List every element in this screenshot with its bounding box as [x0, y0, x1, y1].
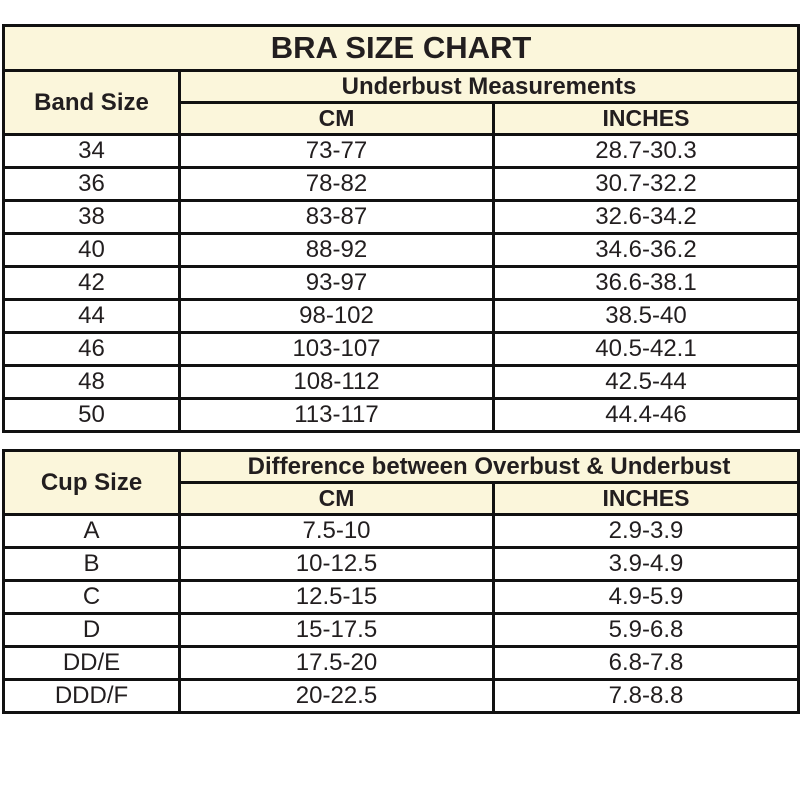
cm-range-value: 20-22.5 [178, 678, 495, 714]
cm-range-value: 113-117 [178, 397, 495, 433]
cup-size-value: B [2, 546, 181, 582]
band-size-value: 34 [2, 133, 181, 169]
cm-range-value: 73-77 [178, 133, 495, 169]
inches-range-value: 38.5-40 [492, 298, 800, 334]
cm-range-value: 15-17.5 [178, 612, 495, 648]
table-row: D 15-17.5 5.9-6.8 [2, 612, 800, 648]
band-table-group-header-row: Band Size Underbust Measurements [2, 69, 800, 136]
inches-range-value: 4.9-5.9 [491, 579, 800, 615]
table-row: B 10-12.5 3.9-4.9 [2, 546, 800, 582]
band-size-value: 38 [2, 199, 181, 235]
band-cm-header: CM [178, 101, 495, 136]
cup-size-value: A [2, 513, 181, 549]
band-size-table: BRA SIZE CHART Band Size Underbust Measu… [2, 24, 800, 433]
inches-range-value: 6.8-7.8 [491, 645, 800, 681]
inches-range-value: 7.8-8.8 [491, 678, 800, 714]
table-row: 40 88-92 34.6-36.2 [2, 232, 800, 268]
cup-cm-header: CM [178, 481, 495, 516]
table-row: C 12.5-15 4.9-5.9 [2, 579, 800, 615]
cup-size-header: Cup Size [2, 449, 181, 516]
cm-range-value: 103-107 [178, 331, 495, 367]
band-size-header: Band Size [2, 69, 181, 136]
cm-range-value: 10-12.5 [178, 546, 495, 582]
table-row: 46 103-107 40.5-42.1 [2, 331, 800, 367]
band-size-value: 46 [2, 331, 181, 367]
table-row: 36 78-82 30.7-32.2 [2, 166, 800, 202]
band-size-value: 50 [2, 397, 181, 433]
table-row: DDD/F 20-22.5 7.8-8.8 [2, 678, 800, 714]
page-title: BRA SIZE CHART [2, 24, 800, 72]
cm-range-value: 17.5-20 [178, 645, 495, 681]
inches-range-value: 40.5-42.1 [492, 331, 800, 367]
inches-range-value: 3.9-4.9 [491, 546, 800, 582]
cup-size-value: DDD/F [2, 678, 181, 714]
cup-size-value: C [2, 579, 181, 615]
inches-range-value: 5.9-6.8 [491, 612, 800, 648]
table-row: 42 93-97 36.6-38.1 [2, 265, 800, 301]
table-row: 50 113-117 44.4-46 [2, 397, 800, 433]
inches-range-value: 44.4-46 [492, 397, 800, 433]
table-row: 44 98-102 38.5-40 [2, 298, 800, 334]
inches-range-value: 34.6-36.2 [492, 232, 800, 268]
cup-table-unit-header-row: CM INCHES [4, 481, 800, 516]
band-size-value: 44 [2, 298, 181, 334]
difference-group-header: Difference between Overbust & Underbust [177, 449, 800, 484]
band-size-value: 36 [2, 166, 181, 202]
table-row: A 7.5-10 2.9-3.9 [2, 513, 800, 549]
cup-table-group-header-row: Cup Size Difference between Overbust & U… [2, 449, 800, 516]
underbust-group-header: Underbust Measurements [178, 69, 800, 104]
table-row: 38 83-87 32.6-34.2 [2, 199, 800, 235]
band-size-value: 42 [2, 265, 181, 301]
cm-range-value: 108-112 [178, 364, 495, 400]
inches-range-value: 30.7-32.2 [492, 166, 800, 202]
chart-title-row: BRA SIZE CHART [2, 24, 800, 72]
band-size-value: 48 [2, 364, 181, 400]
inches-range-value: 42.5-44 [492, 364, 800, 400]
cup-size-table: Cup Size Difference between Overbust & U… [2, 449, 800, 714]
band-inches-header: INCHES [492, 101, 800, 136]
inches-range-value: 36.6-38.1 [492, 265, 800, 301]
cup-size-value: D [2, 612, 181, 648]
band-table-unit-header-row: CM INCHES [4, 101, 800, 136]
table-row: DD/E 17.5-20 6.8-7.8 [2, 645, 800, 681]
cm-range-value: 83-87 [178, 199, 495, 235]
cup-size-value: DD/E [2, 645, 181, 681]
table-row: 34 73-77 28.7-30.3 [2, 133, 800, 169]
cm-range-value: 93-97 [178, 265, 495, 301]
table-row: 48 108-112 42.5-44 [2, 364, 800, 400]
inches-range-value: 2.9-3.9 [491, 513, 800, 549]
band-size-value: 40 [2, 232, 181, 268]
cm-range-value: 12.5-15 [178, 579, 495, 615]
cm-range-value: 98-102 [178, 298, 495, 334]
inches-range-value: 32.6-34.2 [492, 199, 800, 235]
cm-range-value: 78-82 [178, 166, 495, 202]
cup-inches-header: INCHES [491, 481, 800, 516]
inches-range-value: 28.7-30.3 [492, 133, 800, 169]
cm-range-value: 7.5-10 [178, 513, 495, 549]
cm-range-value: 88-92 [178, 232, 495, 268]
